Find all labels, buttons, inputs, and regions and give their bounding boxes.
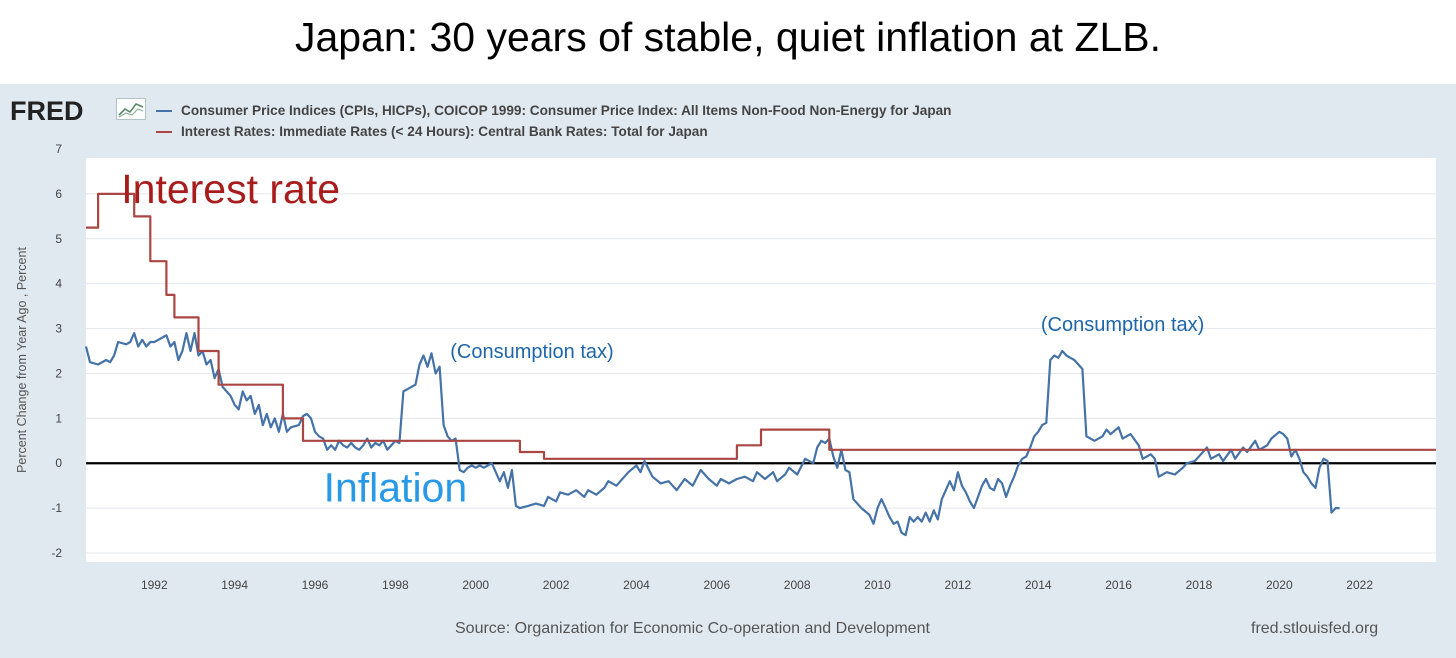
x-tick-label: 1996 [302,578,329,592]
chart-annotation: (Consumption tax) [1041,314,1204,336]
x-tick-label: 2012 [945,578,972,592]
x-tick-label: 2004 [623,578,650,592]
x-tick-label: 1992 [141,578,168,592]
legend-swatch-interest [156,130,172,133]
x-tick-label: 1998 [382,578,409,592]
x-tick-label: 2002 [543,578,570,592]
chart-annotation: Inflation [324,464,468,510]
y-tick-label: 6 [55,187,62,201]
legend-label-inflation: Consumer Price Indices (CPIs, HICPs), CO… [181,103,952,118]
fred-graph-icon [116,98,146,120]
fred-chart-panel: FRED Consumer Price Indices (CPIs, HICPs… [0,84,1456,658]
fred-url-link[interactable]: fred.stlouisfed.org [1251,620,1379,637]
legend-swatch-inflation [156,109,172,112]
source-note: Source: Organization for Economic Co-ope… [455,620,930,637]
x-tick-label: 2018 [1186,578,1213,592]
x-tick-label: 2000 [462,578,489,592]
y-tick-label: 1 [55,411,62,425]
fred-logo[interactable]: FRED [10,96,84,126]
y-axis-label: Percent Change from Year Ago , Percent [15,247,29,473]
x-tick-label: 2008 [784,578,811,592]
x-tick-label: 2006 [703,578,730,592]
x-tick-label: 1994 [221,578,248,592]
y-tick-label: 2 [55,366,62,380]
chart-legend: Consumer Price Indices (CPIs, HICPs), CO… [156,100,951,142]
legend-item-interest[interactable]: Interest Rates: Immediate Rates (< 24 Ho… [156,121,951,142]
x-tick-label: 2022 [1346,578,1373,592]
chart-annotation: Interest rate [121,166,340,212]
y-tick-label: 0 [55,456,62,470]
x-tick-label: 2010 [864,578,891,592]
y-tick-label: 4 [55,277,62,291]
y-tick-label: 5 [55,232,62,246]
y-tick-label: -1 [51,501,62,515]
legend-label-interest: Interest Rates: Immediate Rates (< 24 Ho… [181,124,708,139]
y-tick-label: 3 [55,322,62,336]
x-tick-label: 2020 [1266,578,1293,592]
inflation-series-line [84,332,1340,537]
y-tick-label: 7 [55,142,62,156]
slide-title: Japan: 30 years of stable, quiet inflati… [294,14,1162,60]
interest-rate-series-line [86,192,1436,460]
chart-annotation: (Consumption tax) [450,341,613,363]
x-tick-label: 2014 [1025,578,1052,592]
x-tick-label: 2016 [1105,578,1132,592]
plot-area [86,158,1436,562]
line-chart: -2 -1 0 1 2 3 4 5 6 7 1992 1994 1996 1998 2000 2002 2004… [15,142,1436,592]
y-tick-label: -2 [51,546,62,560]
legend-item-inflation[interactable]: Consumer Price Indices (CPIs, HICPs), CO… [156,100,951,121]
